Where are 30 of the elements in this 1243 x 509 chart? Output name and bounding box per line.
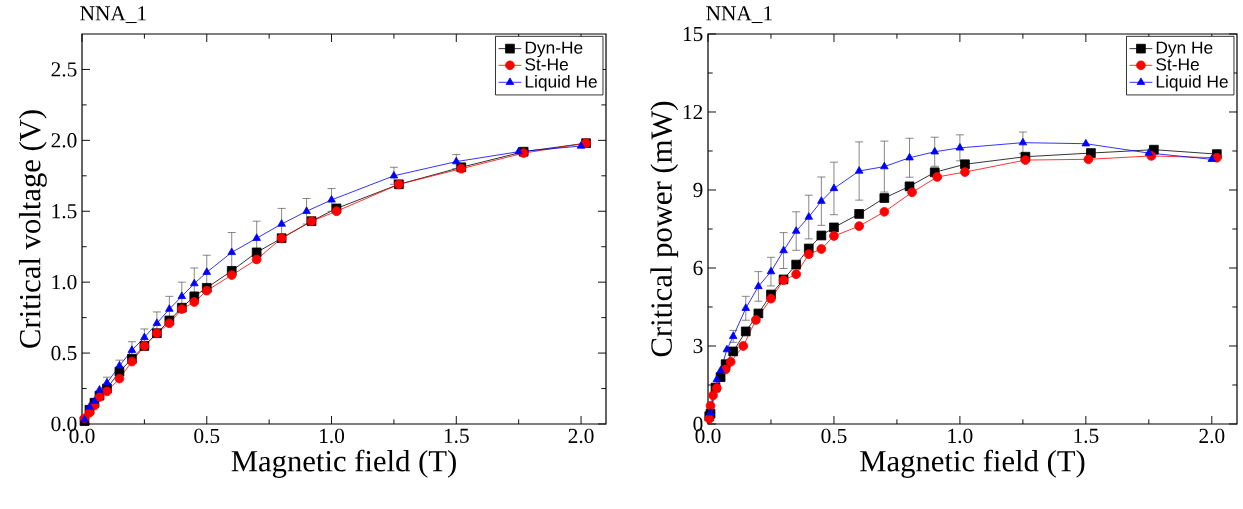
y-tick-label: 9	[693, 182, 703, 198]
y-axis-title: Critical voltage (V)	[18, 110, 47, 348]
x-axis-title: Magnetic field (T)	[860, 449, 1085, 478]
y-tick-label: 1.5	[52, 204, 77, 219]
legend-label: Liquid He	[525, 75, 597, 92]
legend-label: Liquid He	[1156, 75, 1228, 92]
x-tick-label: 2.0	[568, 428, 594, 444]
y-tick-label: 2.5	[51, 62, 77, 77]
y-tick-label: 12	[683, 104, 703, 120]
legend-label: St-He	[1156, 58, 1199, 71]
x-axis-title: Magnetic field (T)	[231, 449, 456, 478]
y-tick-label: 6	[693, 260, 703, 276]
chart-title: NNA_1	[80, 6, 146, 24]
legend-label: Dyn He	[1156, 41, 1213, 58]
legend-label: Dyn-He	[525, 41, 583, 58]
chart-title: NNA_1	[706, 6, 772, 24]
y-tick-label: 15	[683, 26, 703, 42]
y-tick-label: 0.5	[51, 345, 77, 361]
y-tick-label: 1.0	[52, 274, 77, 290]
x-tick-label: 0.5	[821, 428, 847, 444]
y-tick-label: 2.0	[51, 133, 77, 148]
x-tick-label: 0.5	[194, 428, 220, 444]
x-tick-label: 2.0	[1199, 428, 1225, 444]
y-tick-label: 3	[693, 338, 703, 354]
x-tick-label: 1.5	[444, 428, 469, 444]
x-tick-label: 1.0	[948, 428, 973, 444]
legend-label: St-He	[525, 58, 568, 71]
x-tick-label: 1.5	[1074, 428, 1099, 444]
y-axis-title: Critical power (mW)	[650, 101, 679, 357]
x-tick-label: 1.0	[320, 428, 345, 444]
